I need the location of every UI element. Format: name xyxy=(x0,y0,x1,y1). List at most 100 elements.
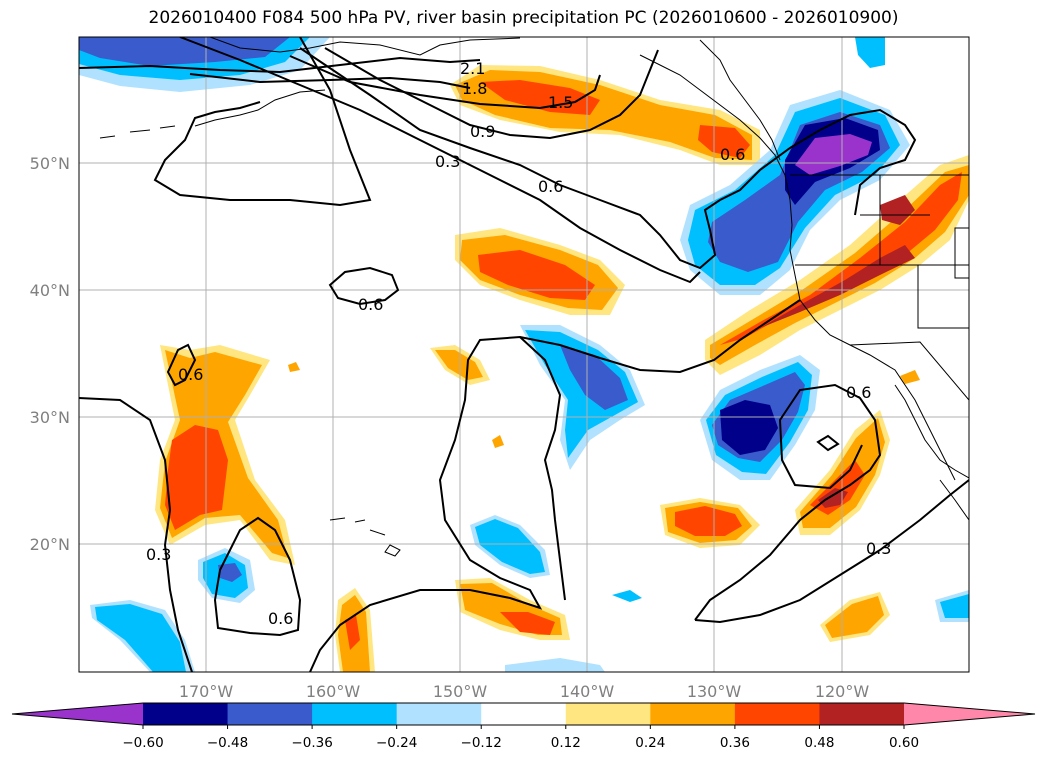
contour-label: 0.9 xyxy=(470,122,495,141)
lon-label-160w: 160°W xyxy=(306,682,361,701)
colorbar-segment xyxy=(565,703,651,725)
anomaly-bottom-positive xyxy=(500,612,555,635)
pv-contour-0-6-east xyxy=(519,336,566,601)
hawaii xyxy=(329,517,401,557)
contour-label: 0.3 xyxy=(866,539,891,558)
anomaly-small-orange xyxy=(900,370,920,384)
colorbar-label: −0.24 xyxy=(376,735,417,751)
latitude-labels: 50°N 40°N 30°N 20°N xyxy=(30,154,70,554)
contour-label: 0.6 xyxy=(846,383,871,402)
pv-contour-0-3-sw xyxy=(213,516,302,637)
anomaly-bottom-neg-strip xyxy=(505,658,605,672)
pv-contour-0-6-southeast xyxy=(694,383,882,621)
coastline-alaska xyxy=(209,37,521,56)
contour-label: 0.6 xyxy=(358,295,383,314)
longitude-labels: 170°W 160°W 150°W 140°W 130°W 120°W xyxy=(179,682,870,701)
pv-contour-0-6 xyxy=(299,47,917,270)
pv-contour-0-3 xyxy=(179,37,701,284)
anomaly-california-band xyxy=(720,172,962,345)
gridlines xyxy=(79,37,969,672)
colorbar-label: −0.60 xyxy=(122,735,163,751)
anomaly-subtropical-negative xyxy=(560,345,628,410)
pv-contour-0-6-west xyxy=(79,397,193,672)
anomaly-california-band xyxy=(880,195,915,225)
anomaly-baja-positive xyxy=(818,488,848,508)
coastline-se-alaska xyxy=(639,54,786,176)
pv-contour-labels: 2.1 1.8 1.5 0.9 0.6 0.3 0.6 0.6 0.6 0.3 … xyxy=(146,59,891,628)
coastlines xyxy=(99,37,969,557)
anomaly-central-pacific xyxy=(478,250,595,300)
colorbar-label: 0.12 xyxy=(551,735,581,751)
contour-label: 1.8 xyxy=(462,79,487,98)
anomaly-small-orange xyxy=(492,435,504,448)
contour-label: 0.6 xyxy=(268,609,293,628)
contour-label: 1.5 xyxy=(548,93,573,112)
contour-label: 0.6 xyxy=(178,365,203,384)
coastline-mexico xyxy=(939,479,969,521)
pv-contours xyxy=(79,37,969,672)
lat-label-30n: 30°N xyxy=(30,408,70,427)
anomaly-pnw-negative xyxy=(795,134,872,175)
contour-label: 2.1 xyxy=(460,59,485,78)
colorbar-segment xyxy=(227,703,313,725)
coastline-bc xyxy=(699,39,781,161)
pv-contour-0-6-left-loop xyxy=(166,343,197,387)
lon-label-170w: 170°W xyxy=(179,682,234,701)
anomaly-top-blue xyxy=(855,37,885,68)
anomaly-subtropical-negative xyxy=(525,330,638,458)
colorbar-segment xyxy=(143,703,229,725)
contour-label: 0.6 xyxy=(720,145,745,164)
anomaly-bottom-right-positive xyxy=(940,594,969,618)
colorbar-label: 0.60 xyxy=(889,735,919,751)
pv-contour-0-6-small-loop xyxy=(328,266,400,306)
anomaly-small-positive xyxy=(435,350,483,380)
pv-contour-2-1 xyxy=(79,56,481,74)
anomaly-bottom-positive xyxy=(345,615,360,650)
border-us-mexico xyxy=(849,341,969,401)
anomaly-gulf-alaska xyxy=(480,80,600,115)
pv-contour-0-3-se xyxy=(694,479,969,624)
colorbar-extend-max xyxy=(904,703,1035,725)
colorbar-segment xyxy=(396,703,482,725)
colorbar-segment xyxy=(481,703,567,725)
anomaly-small-blue xyxy=(612,590,642,602)
colorbar-extend-min xyxy=(12,703,143,725)
colorbar-segment xyxy=(734,703,820,725)
anomaly-130w-positive xyxy=(675,506,742,536)
pv-contour-0-9 xyxy=(324,47,659,140)
pv-contour-1-8 xyxy=(189,73,471,89)
border-states xyxy=(795,175,969,329)
map-title: 2026010400 F084 500 hPa PV, river basin … xyxy=(148,8,899,28)
anomaly-west-pacific-neg xyxy=(218,563,242,582)
colorbar-segment xyxy=(312,703,398,725)
coastline-aleutians xyxy=(99,89,326,139)
pv-contour-0-3-loop xyxy=(153,37,372,207)
anomaly-lower-negative xyxy=(475,519,545,574)
anomaly-subtropical-negative xyxy=(720,400,778,455)
lat-label-40n: 40°N xyxy=(30,281,70,300)
contour-label: 0.3 xyxy=(435,152,460,171)
anomaly-california-band xyxy=(760,245,915,328)
colorbar-label: 0.48 xyxy=(804,735,834,751)
lat-label-20n: 20°N xyxy=(30,535,70,554)
colorbar-label: −0.12 xyxy=(461,735,502,751)
pv-contour-0-6-central xyxy=(309,299,801,672)
coastline-baja xyxy=(894,384,969,479)
anomaly-gulf-alaska xyxy=(698,125,750,158)
lon-label-150w: 150°W xyxy=(433,682,488,701)
anomaly-west-pacific xyxy=(165,425,228,530)
anomaly-sw-negative xyxy=(95,604,186,672)
contour-label: 0.6 xyxy=(538,177,563,196)
anomaly-bottom-right-positive xyxy=(825,596,884,638)
colorbar: −0.60 −0.48 −0.36 −0.24 −0.12 0.12 0.24 0.36 0.4… xyxy=(11,702,1036,751)
colorbar-label: 0.36 xyxy=(720,735,750,751)
colorbar-label: 0.24 xyxy=(635,735,665,751)
contour-label: 0.3 xyxy=(146,545,171,564)
colorbar-segment xyxy=(819,703,905,725)
colorbar-label: −0.48 xyxy=(207,735,248,751)
lon-label-140w: 140°W xyxy=(560,682,615,701)
lat-label-50n: 50°N xyxy=(30,154,70,173)
pv-contour-small-diamond xyxy=(816,434,840,452)
map-frame xyxy=(78,36,970,673)
